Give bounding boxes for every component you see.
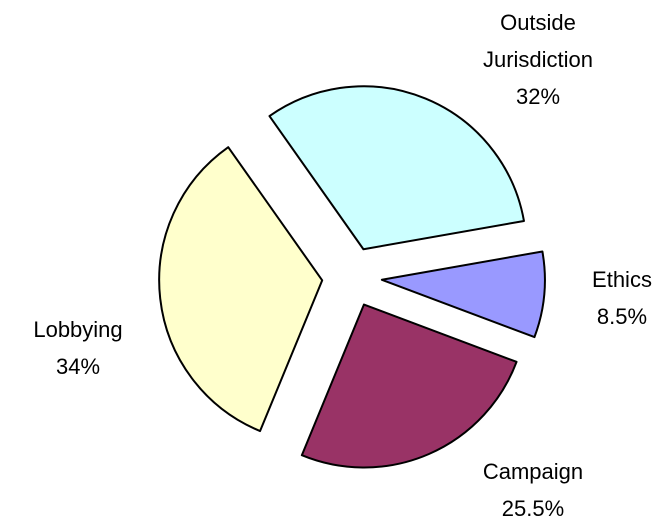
category-label: Outside Jurisdiction: [482, 10, 594, 72]
slice-label: Lobbying 34%: [3, 311, 153, 385]
category-label: Campaign: [482, 459, 584, 484]
value-label: 34%: [55, 354, 101, 379]
value-label: 8.5%: [596, 304, 648, 329]
category-label: Ethics: [592, 267, 652, 292]
pie-slice: [268, 85, 525, 251]
value-label: 32%: [515, 84, 561, 109]
pie-slice: [300, 303, 518, 469]
slice-label: Outside Jurisdiction 32%: [463, 4, 613, 115]
slice-label: Campaign 25.5%: [458, 453, 608, 523]
pie-slice: [158, 146, 324, 433]
value-label: 25.5%: [501, 496, 565, 521]
category-label: Lobbying: [33, 317, 123, 342]
pie-slice: [380, 250, 546, 339]
slice-label: Ethics 8.5%: [547, 261, 667, 335]
